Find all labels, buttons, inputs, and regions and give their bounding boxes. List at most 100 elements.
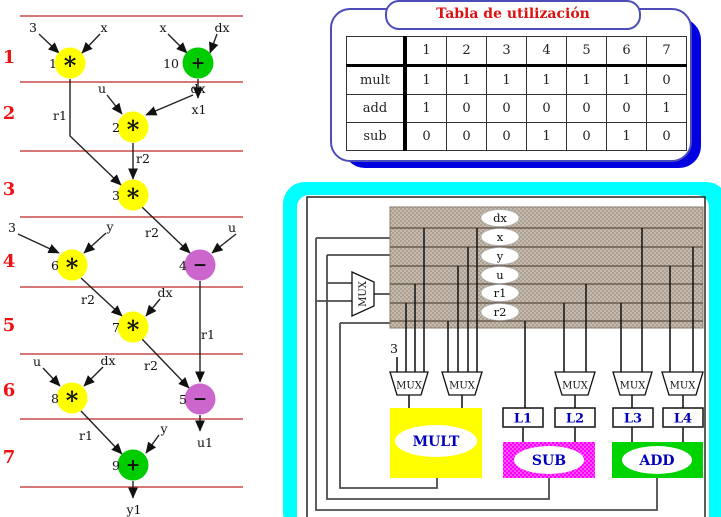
dfg-node-2 [117,111,149,143]
register-label-L2: L2 [566,412,584,427]
bus-signal-ellipse [480,209,520,227]
table-cell: 0 [646,122,687,151]
table-cell: 1 [606,65,647,95]
dfg-node-6 [56,249,88,281]
table-cell: 0 [646,65,687,95]
table-cell: 0 [606,94,647,123]
dfg-edge [106,94,123,115]
mux-label: MUX [396,381,423,392]
table-col-header: 5 [566,36,607,67]
dfg-edge [42,367,61,387]
mux-label: MUX [620,381,647,392]
dfg-edge-label: x1 [191,102,206,117]
dfg-node-9 [117,449,149,481]
table-row-header: mult [346,65,407,95]
bus-signal-label-r2: r2 [494,305,507,319]
table-col-header: 1 [404,36,447,67]
bus-signal-ellipse [480,284,520,302]
table-cell: 1 [446,65,487,95]
utilization-table: 1 2 3 4 5 6 7 mult 1 1 1 1 1 1 0 add 1 0 0 0 0 0 1 sub 0 0 0 1 0 1 0 [346,36,687,151]
dfg-edge [141,338,190,389]
dfg-edge [211,233,237,254]
dfg-edge [83,366,104,387]
table-col-header: 4 [526,36,567,67]
dfg-node-op: * [127,315,140,344]
table-row-header: sub [346,122,407,151]
dfg-edge [145,298,161,317]
table-cell: 1 [404,65,447,95]
bus-signal-label-dx: dx [493,211,507,225]
dfg-edge [83,232,107,254]
dfg-edge-label: x [100,20,107,35]
panel-body: 1 2 3 4 5 6 7 mult 1 1 1 1 1 1 0 add 1 0 0 0 0 0 1 sub 0 0 0 1 0 1 0 [330,8,692,162]
dfg-node-op: + [191,54,205,74]
unit-label-ellipse [622,446,692,474]
mux-trapezoid [612,371,653,396]
dfg-node-number: 2 [112,120,120,135]
dfg-node-op: * [66,253,79,282]
dfg-edge [209,33,219,54]
unit-label-ellipse [395,425,477,457]
mux-label: MUX [562,381,589,392]
bus-signal-label-x: x [497,230,504,244]
dfg-edge-label: r1 [53,108,67,123]
dfg-node-3 [117,179,149,211]
dfg-edge-label: r2 [145,225,159,240]
dfg-node-number: 5 [179,392,187,407]
dfg-edge [38,33,60,54]
dfg-edge-label: 3 [29,20,37,35]
table-cell: 1 [566,65,607,95]
table-corner-cell [346,36,407,67]
unit-label-mult: MULT [413,434,460,450]
dfg-edge [80,277,123,317]
table-cell: 1 [404,94,447,123]
dfg-node-op: + [126,456,140,476]
dfg-edge-label: y [159,421,168,436]
dfg-edge-label: y1 [125,502,141,517]
feedback-wire [326,255,550,500]
dfg-node-number: 8 [51,391,59,406]
dfg-edge-label: y [105,219,114,234]
utilization-panel: 1 2 3 4 5 6 7 mult 1 1 1 1 1 1 0 add 1 0 0 0 0 0 1 sub 0 0 0 1 0 1 0 T… [330,0,702,172]
dfg-edge-label: u [33,354,41,369]
table-col-header: 3 [486,36,527,67]
datapath-diagram: dx xyu r1 r2 3 MUX MUX MUX MUX MUX MUX L1 L2 L3 L4 MULT… [283,182,721,517]
dfg-edge-label: dx [100,353,115,368]
dfg-edge-label: dx [157,285,172,300]
register-label-L4: L4 [674,412,692,427]
dfg-edge [167,33,188,54]
step-number: 6 [3,380,16,401]
dfg-node-10 [182,47,214,79]
table-cell: 0 [446,122,487,151]
table-cell: 0 [526,94,567,123]
mux-trapezoid [389,371,429,396]
register-bus-area [389,206,704,329]
panel-title-tab: Tabla de utilización [385,0,641,30]
left-mux-label: MUX [358,280,369,307]
table-cell: 1 [526,122,567,151]
bus-signal-label-y: y [496,249,504,263]
step-number: 5 [3,315,16,336]
dfg-node-number: 3 [112,188,120,203]
table-row-header: add [346,94,407,123]
dfg-edge-label: r2 [144,358,158,373]
bus-signal-ellipse [480,247,520,265]
step-number: 2 [3,103,16,124]
bus-signal-ellipse [480,266,520,284]
table-col-header: 7 [646,36,687,67]
dfg-node-7 [117,311,149,343]
dfg-edge-label: r1 [79,428,93,443]
dfg-edge [81,33,101,54]
dfg-edge [17,233,60,254]
step-number: 7 [3,447,16,468]
unit-label-sub: SUB [532,453,566,469]
dfg-node-number: 10 [163,56,179,71]
dfg-node-op: − [193,256,207,276]
dfg-edge-label: 3 [8,220,16,235]
dfg-edge-label: dx [214,20,229,35]
table-cell: 1 [606,122,647,151]
mux-trapezoid [441,371,483,396]
dfg-node-1 [54,47,86,79]
